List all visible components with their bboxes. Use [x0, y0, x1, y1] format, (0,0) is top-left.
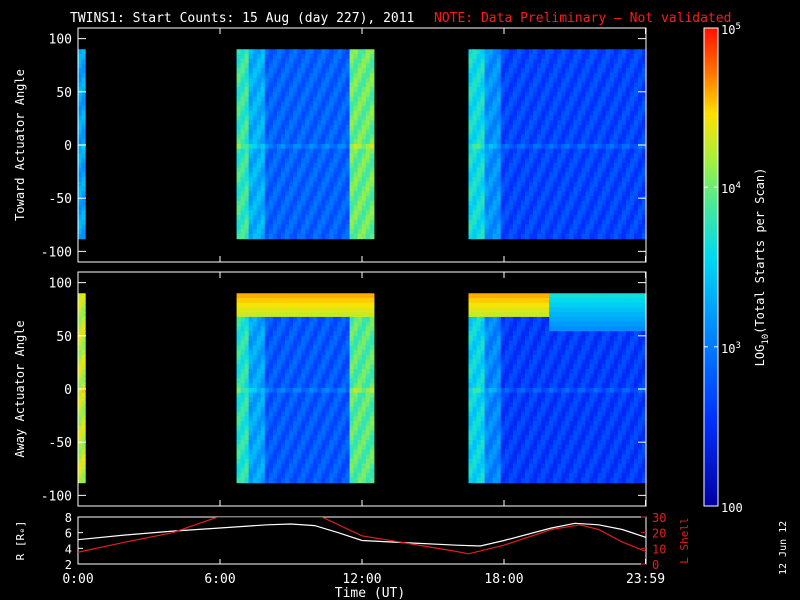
lshell-series-line	[78, 517, 646, 555]
y-axis-label: Away Actuator Angle	[13, 320, 27, 457]
y-tick-label: 0	[64, 139, 72, 154]
y-tick-label: 8	[65, 511, 72, 525]
away-heatmap-panel: 100 50 0 -50 -100 Away Actuator Angle	[13, 271, 647, 507]
x-tick-label: 12:00	[342, 572, 381, 587]
y-tick-label: 6	[65, 527, 72, 541]
heatmap-segment	[468, 293, 647, 484]
y-axis-label-right: L Shell	[678, 517, 691, 563]
y-tick-label: 50	[56, 86, 72, 101]
y-tick-label: 20	[652, 527, 666, 541]
colorbar-tick-label: 105	[721, 22, 741, 37]
heatmap-segment	[78, 49, 86, 240]
toward-heatmap-panel: 100 50 0 -50 -100 Toward Actuator Angle	[13, 27, 647, 263]
y-tick-label: 0	[652, 558, 659, 572]
x-tick-label: 0:00	[62, 572, 93, 587]
y-tick-label: -100	[41, 245, 72, 260]
x-tick-label: 18:00	[484, 572, 523, 587]
y-tick-label: 0	[64, 383, 72, 398]
y-axis-label-left: R [Rₑ]	[14, 521, 27, 561]
y-tick-label: -100	[41, 489, 72, 504]
colorbar: 105 104 103 100 LOG10(Total Starts per Scan)	[703, 22, 771, 515]
colorbar-label: LOG10(Total Starts per Scan)	[753, 168, 771, 367]
colorbar-tick-label: 100	[721, 501, 743, 515]
y-tick-label: 4	[65, 542, 72, 556]
x-axis-label: Time (UT)	[335, 586, 405, 600]
y-tick-label: 100	[49, 277, 72, 292]
heatmap-segment	[78, 293, 86, 484]
y-axis-label: Toward Actuator Angle	[13, 69, 27, 221]
y-tick-label: 30	[652, 511, 666, 525]
preliminary-note: NOTE: Data Preliminary – Not validated	[434, 11, 731, 26]
r-series-line	[78, 522, 646, 547]
y-tick-label: -50	[49, 436, 72, 451]
y-tick-label: 50	[56, 330, 72, 345]
date-stamp: 12 Jun 12	[778, 521, 789, 575]
heatmap-segment	[236, 293, 375, 484]
heatmap-segment	[468, 49, 647, 240]
colorbar-tick-label: 103	[721, 341, 741, 356]
colorbar-tick-label: 104	[721, 181, 741, 196]
colorbar-scale	[703, 27, 719, 507]
y-tick-label: 10	[652, 542, 666, 556]
heatmap-segment	[236, 49, 375, 240]
figure-title: TWINS1: Start Counts: 15 Aug (day 227), …	[70, 11, 414, 26]
y-tick-label: 2	[65, 558, 72, 572]
x-tick-label: 6:00	[204, 572, 235, 587]
y-tick-label: 100	[49, 33, 72, 48]
y-tick-label: -50	[49, 192, 72, 207]
x-tick-label: 23:59	[626, 572, 665, 587]
